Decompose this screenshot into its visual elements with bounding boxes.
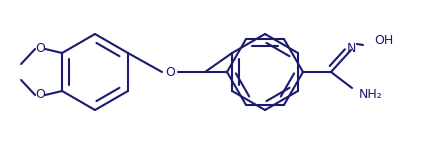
Text: N: N	[346, 42, 356, 54]
Text: O: O	[35, 88, 45, 102]
Text: O: O	[35, 42, 45, 56]
Text: OH: OH	[374, 33, 393, 46]
Text: O: O	[165, 66, 175, 78]
Text: NH₂: NH₂	[359, 87, 383, 100]
